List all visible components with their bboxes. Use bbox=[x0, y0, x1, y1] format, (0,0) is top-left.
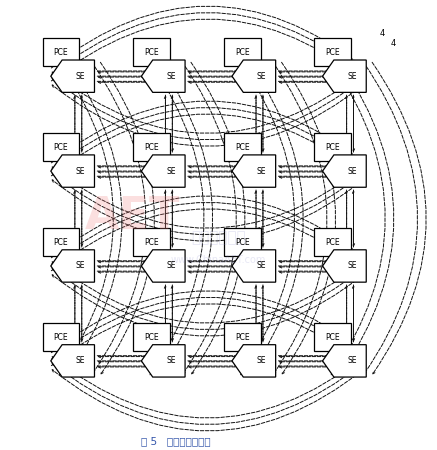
Text: SE: SE bbox=[347, 72, 357, 81]
Text: SE: SE bbox=[257, 72, 267, 81]
Bar bbox=[43, 133, 80, 162]
Bar bbox=[133, 228, 170, 256]
Bar bbox=[224, 38, 260, 67]
Polygon shape bbox=[51, 250, 94, 282]
Text: SE: SE bbox=[347, 261, 357, 270]
Polygon shape bbox=[142, 250, 185, 282]
Text: PCE: PCE bbox=[144, 333, 159, 342]
Text: PCE: PCE bbox=[326, 48, 340, 57]
Text: 4: 4 bbox=[380, 28, 385, 37]
Text: PCE: PCE bbox=[326, 238, 340, 247]
Bar bbox=[133, 133, 170, 162]
Text: PCE: PCE bbox=[54, 143, 68, 152]
Bar bbox=[224, 323, 260, 351]
Bar bbox=[315, 133, 351, 162]
Polygon shape bbox=[51, 345, 94, 377]
Text: SE: SE bbox=[166, 261, 176, 270]
Text: PCE: PCE bbox=[326, 143, 340, 152]
Text: SE: SE bbox=[76, 261, 85, 270]
Text: PCE: PCE bbox=[54, 48, 68, 57]
Bar bbox=[224, 228, 260, 256]
Text: SE: SE bbox=[166, 356, 176, 365]
Polygon shape bbox=[142, 155, 185, 187]
Text: 电子技术之家: 电子技术之家 bbox=[191, 230, 246, 245]
Text: AET: AET bbox=[84, 195, 180, 238]
Text: SE: SE bbox=[257, 261, 267, 270]
Text: SE: SE bbox=[257, 356, 267, 365]
Text: PCE: PCE bbox=[235, 143, 250, 152]
Bar bbox=[133, 323, 170, 351]
Bar bbox=[43, 228, 80, 256]
Text: www.ChinaAET.com: www.ChinaAET.com bbox=[171, 255, 266, 265]
Text: SE: SE bbox=[166, 166, 176, 176]
Text: SE: SE bbox=[76, 166, 85, 176]
Text: PCE: PCE bbox=[235, 238, 250, 247]
Bar bbox=[43, 38, 80, 67]
Bar bbox=[224, 133, 260, 162]
Bar bbox=[315, 228, 351, 256]
Text: PCE: PCE bbox=[326, 333, 340, 342]
Polygon shape bbox=[51, 60, 94, 92]
Text: SE: SE bbox=[76, 72, 85, 81]
Bar bbox=[133, 38, 170, 67]
Text: 4: 4 bbox=[391, 39, 396, 48]
Polygon shape bbox=[232, 345, 276, 377]
Polygon shape bbox=[51, 155, 94, 187]
Polygon shape bbox=[323, 345, 366, 377]
Text: PCE: PCE bbox=[54, 333, 68, 342]
Text: SE: SE bbox=[257, 166, 267, 176]
Text: 图 5   控制网络互连结: 图 5 控制网络互连结 bbox=[141, 436, 210, 446]
Text: SE: SE bbox=[347, 356, 357, 365]
Text: PCE: PCE bbox=[144, 48, 159, 57]
Polygon shape bbox=[323, 60, 366, 92]
Polygon shape bbox=[232, 250, 276, 282]
Bar bbox=[315, 323, 351, 351]
Text: SE: SE bbox=[347, 166, 357, 176]
Polygon shape bbox=[142, 60, 185, 92]
Bar bbox=[43, 323, 80, 351]
Polygon shape bbox=[323, 155, 366, 187]
Text: PCE: PCE bbox=[144, 238, 159, 247]
Text: PCE: PCE bbox=[235, 333, 250, 342]
Text: PCE: PCE bbox=[235, 48, 250, 57]
Polygon shape bbox=[232, 155, 276, 187]
Text: PCE: PCE bbox=[144, 143, 159, 152]
Bar bbox=[315, 38, 351, 67]
Text: SE: SE bbox=[76, 356, 85, 365]
Polygon shape bbox=[142, 345, 185, 377]
Text: SE: SE bbox=[166, 72, 176, 81]
Text: PCE: PCE bbox=[54, 238, 68, 247]
Polygon shape bbox=[232, 60, 276, 92]
Polygon shape bbox=[323, 250, 366, 282]
